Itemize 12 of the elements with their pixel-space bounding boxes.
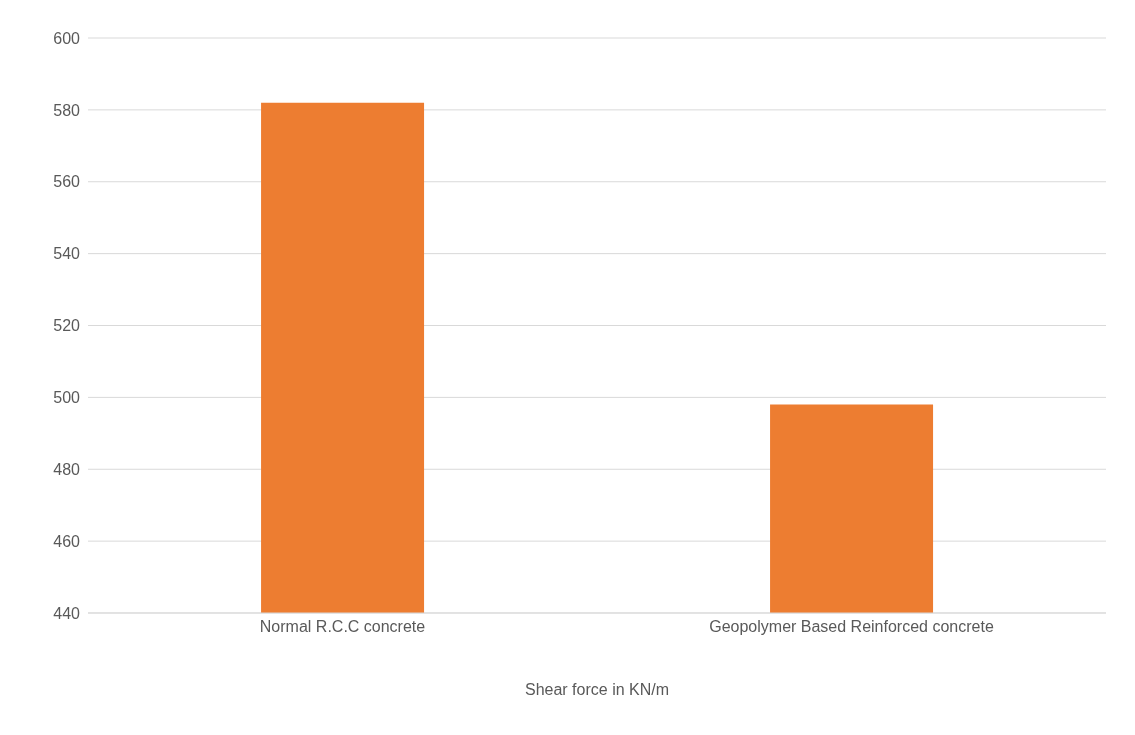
y-tick-label: 440 — [53, 604, 81, 622]
y-tick-label: 560 — [53, 173, 81, 191]
y-tick-label: 500 — [53, 389, 81, 407]
y-tick-label: 600 — [53, 29, 81, 47]
y-tick-label: 580 — [53, 101, 81, 119]
x-axis-title: Shear force in KN/m — [524, 681, 670, 698]
y-tick-label: 480 — [53, 460, 81, 478]
y-tick-label: 540 — [53, 245, 81, 263]
y-tick-label: 460 — [53, 532, 81, 550]
y-tick-label: 520 — [53, 317, 81, 335]
x-tick-label: Normal R.C.C concrete — [259, 618, 426, 636]
x-tick-label: Geopolymer Based Reinforced concrete — [709, 618, 994, 636]
